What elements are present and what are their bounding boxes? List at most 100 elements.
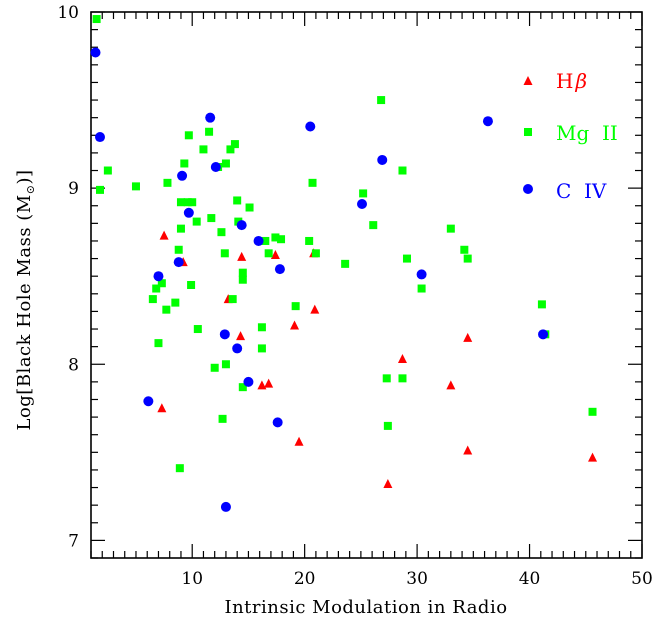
mgii-point xyxy=(257,323,266,332)
hbeta-point xyxy=(236,331,246,341)
x-axis-label: Intrinsic Modulation in Radio xyxy=(224,597,507,618)
hbeta-point xyxy=(397,353,407,363)
mgii-point xyxy=(176,198,185,207)
mgii-point xyxy=(417,284,426,293)
mgii-point xyxy=(277,235,286,244)
mgii-point xyxy=(226,145,235,154)
mgii-point xyxy=(264,249,273,258)
mgii-point xyxy=(369,221,378,230)
mgii-point xyxy=(238,275,247,284)
civ-point xyxy=(377,154,388,165)
mgii-point xyxy=(245,203,254,212)
hbeta-point xyxy=(157,403,167,413)
civ-point xyxy=(274,264,285,275)
mgii-point xyxy=(233,196,242,205)
mgii-point xyxy=(184,131,193,140)
mgii-point xyxy=(205,127,214,136)
mgii-point xyxy=(257,344,266,353)
y-tick-label: 7 xyxy=(68,531,79,551)
civ-point xyxy=(173,257,184,268)
mgii-point xyxy=(163,178,172,187)
mgii-point xyxy=(382,374,391,383)
mgii-point xyxy=(238,383,247,392)
hbeta-point xyxy=(463,445,473,455)
civ-point xyxy=(232,343,243,354)
data-points xyxy=(90,15,598,512)
mgii-point xyxy=(238,268,247,277)
mgii-point xyxy=(176,224,185,233)
hbeta-point xyxy=(237,251,247,261)
mgii-point xyxy=(174,245,183,254)
mgii-point xyxy=(188,198,197,207)
hbeta-point xyxy=(264,378,274,388)
minor-ticks xyxy=(90,12,642,559)
x-tick-label: 20 xyxy=(294,569,316,589)
hbeta-point xyxy=(588,452,598,462)
y-tick-label: 9 xyxy=(68,179,79,199)
mgii-point xyxy=(271,233,280,242)
y-tick-label: 8 xyxy=(68,355,79,375)
x-tick-label: 10 xyxy=(181,569,203,589)
mgii-point xyxy=(398,166,407,175)
mgii-point xyxy=(311,249,320,258)
mgii-point xyxy=(157,279,166,288)
civ-point xyxy=(183,207,194,218)
legend-circle-marker xyxy=(523,184,533,194)
mgii-point xyxy=(228,295,237,304)
mgii-point xyxy=(131,182,140,191)
mgii-point xyxy=(199,145,208,154)
hbeta-point xyxy=(294,436,304,446)
mgii-point xyxy=(446,224,455,233)
civ-point xyxy=(94,132,105,143)
mgii-point xyxy=(221,360,230,369)
civ-point xyxy=(253,235,264,246)
mgii-point xyxy=(148,295,157,304)
mgii-point xyxy=(180,159,189,168)
mgii-point xyxy=(308,178,317,187)
hbeta-point xyxy=(270,250,280,260)
civ-point xyxy=(210,161,221,172)
mgii-point xyxy=(588,407,597,416)
hbeta-point xyxy=(310,304,320,314)
mgii-point xyxy=(460,245,469,254)
civ-point xyxy=(219,329,230,340)
civ-point xyxy=(357,198,368,209)
mgii-point xyxy=(383,421,392,430)
mgii-point xyxy=(359,189,368,198)
mgii-point xyxy=(92,15,101,24)
sun-symbol: ⊙ xyxy=(24,185,37,195)
y-axis-label-suffix: )] xyxy=(14,169,35,184)
mgii-point xyxy=(210,363,219,372)
mgii-point xyxy=(218,414,227,423)
major-ticks xyxy=(91,11,643,558)
mgii-point xyxy=(291,302,300,311)
mgii-point xyxy=(162,305,171,314)
mgii-point xyxy=(154,339,163,348)
y-tick-label: 10 xyxy=(57,3,79,23)
hbeta-point xyxy=(290,320,300,330)
mgii-point xyxy=(220,249,229,258)
hbeta-point xyxy=(383,479,393,489)
mgii-point xyxy=(230,140,239,149)
plot-frame xyxy=(90,11,643,559)
mgii-point xyxy=(103,166,112,175)
legend-item-mgii: Mg II xyxy=(524,121,618,145)
legend-label-civ: C IV xyxy=(556,179,607,203)
civ-point xyxy=(538,329,549,340)
mgii-point xyxy=(183,198,192,207)
mgii-point xyxy=(402,254,411,263)
mgii-point xyxy=(463,254,472,263)
mgii-point xyxy=(305,236,314,245)
civ-point xyxy=(236,220,247,231)
legend-item-civ: C IV xyxy=(523,179,607,203)
mgii-point xyxy=(171,298,180,307)
tick-labels: 10 20 30 40 50 7 8 9 10 xyxy=(57,3,652,589)
mgii-point xyxy=(217,228,226,237)
y-axis-label: Log[Black Hole Mass (M⊙)] xyxy=(14,169,37,430)
mgii-point xyxy=(187,281,196,289)
civ-point xyxy=(153,271,164,282)
mgii-point xyxy=(207,214,216,223)
civ-point xyxy=(272,417,283,428)
civ-point xyxy=(305,121,316,132)
